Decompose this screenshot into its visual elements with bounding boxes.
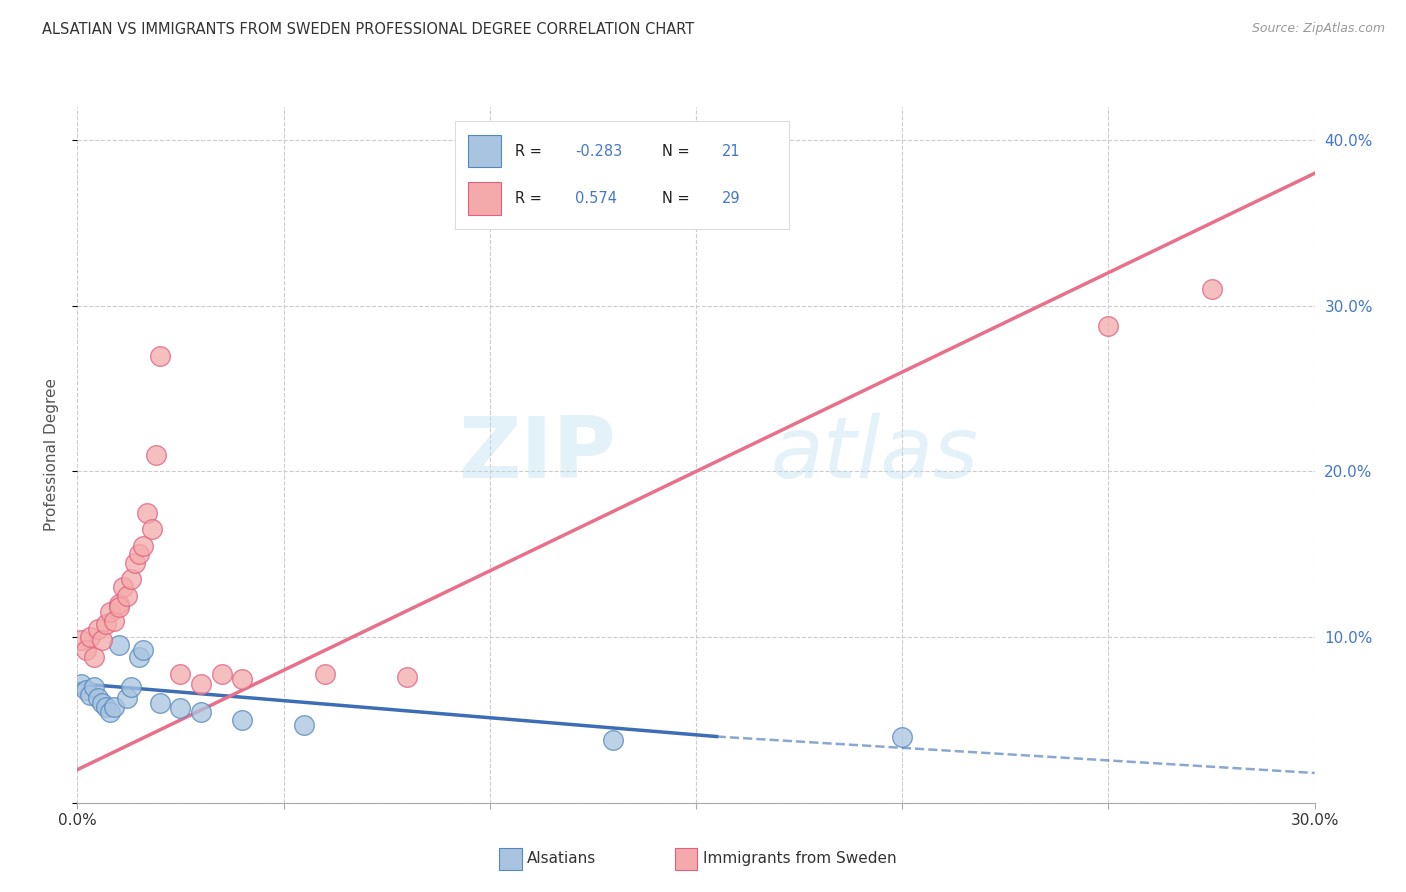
Point (231, 672, 253, 686)
Point (83, 680, 105, 694)
Point (115, 589, 138, 603)
Point (98, 705, 121, 719)
Point (190, 705, 212, 719)
Point (103, 699, 125, 714)
Point (149, 349, 172, 363)
Point (891, 730, 914, 744)
Point (145, 448, 167, 462)
Point (132, 643, 155, 657)
Point (70, 676, 93, 690)
Text: ZIP: ZIP (458, 413, 616, 497)
Text: ALSATIAN VS IMMIGRANTS FROM SWEDEN PROFESSIONAL DEGREE CORRELATION CHART: ALSATIAN VS IMMIGRANTS FROM SWEDEN PROFE… (42, 22, 695, 37)
Point (96, 699, 118, 714)
Point (75, 683, 97, 698)
Text: Source: ZipAtlas.com: Source: ZipAtlas.com (1251, 22, 1385, 36)
Point (602, 732, 624, 747)
Point (1201, 282, 1223, 296)
Point (87, 691, 110, 706)
Point (132, 539, 155, 553)
Point (111, 581, 134, 595)
Point (190, 676, 212, 690)
Text: atlas: atlas (770, 413, 979, 497)
Point (1097, 318, 1119, 333)
Point (79, 688, 101, 702)
Point (169, 701, 191, 715)
Text: Immigrants from Sweden: Immigrants from Sweden (703, 852, 897, 866)
Point (141, 523, 163, 537)
Point (87, 622, 110, 636)
Point (107, 597, 129, 611)
Point (211, 666, 233, 681)
Point (70, 633, 93, 648)
Point (79, 630, 101, 644)
Point (396, 670, 419, 684)
Point (103, 614, 125, 628)
Point (91, 697, 114, 711)
Point (314, 666, 336, 681)
Point (128, 650, 150, 665)
Y-axis label: Professional Degree: Professional Degree (44, 378, 59, 532)
Point (75, 643, 97, 657)
Point (98, 605, 121, 619)
Point (120, 572, 142, 586)
Point (292, 718, 315, 732)
Point (169, 666, 191, 681)
Point (128, 547, 150, 561)
Point (136, 506, 159, 520)
Point (107, 639, 129, 653)
Point (96, 616, 118, 631)
Point (115, 691, 138, 706)
Point (231, 713, 253, 727)
Point (83, 650, 105, 665)
Point (107, 600, 129, 615)
Point (124, 556, 146, 570)
Point (149, 697, 172, 711)
Text: Alsatians: Alsatians (527, 852, 596, 866)
Point (120, 680, 142, 694)
Point (91, 633, 114, 648)
